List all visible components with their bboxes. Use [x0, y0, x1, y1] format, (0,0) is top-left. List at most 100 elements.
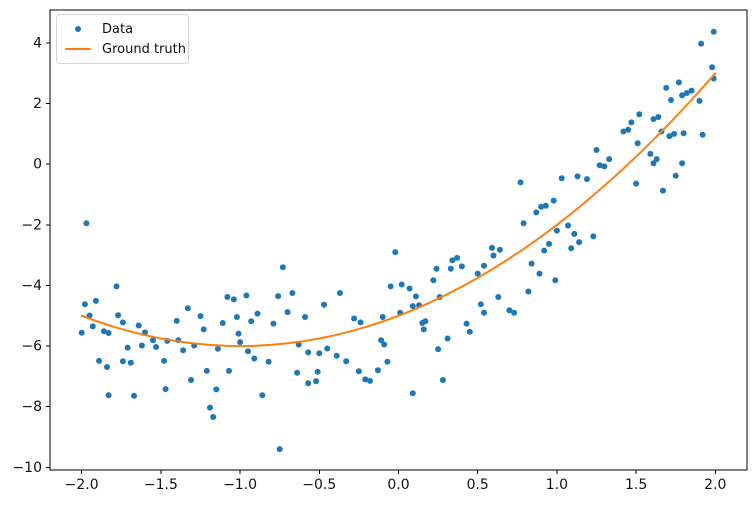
data-point: [565, 222, 571, 229]
data-point: [538, 203, 545, 210]
data-point: [188, 377, 194, 383]
data-point: [270, 320, 277, 327]
data-point: [633, 180, 640, 187]
data-point: [135, 322, 142, 329]
data-point: [316, 350, 323, 357]
data-point: [207, 404, 213, 411]
data-point: [173, 317, 180, 324]
data-point: [489, 244, 495, 251]
data-point: [696, 97, 703, 104]
data-point: [237, 339, 244, 346]
data-point: [161, 357, 168, 364]
data-point: [542, 202, 549, 209]
x-tick-label: 1.5: [625, 477, 647, 493]
data-point: [243, 292, 250, 299]
data-point: [313, 378, 320, 385]
data-point: [362, 376, 369, 383]
axes-spines: [49, 9, 748, 471]
data-point: [398, 281, 405, 288]
data-point: [92, 297, 99, 304]
data-point: [699, 131, 706, 138]
data-point: [314, 368, 321, 375]
data-point: [444, 335, 451, 342]
legend-swatch: [63, 26, 93, 32]
scatter-series: [78, 28, 717, 453]
data-point: [683, 90, 690, 96]
data-point: [660, 187, 666, 194]
data-point: [688, 87, 695, 94]
data-point: [466, 328, 473, 335]
data-point: [124, 344, 131, 351]
data-point: [406, 285, 413, 292]
data-point: [224, 294, 231, 300]
data-point: [447, 265, 454, 272]
data-point: [536, 270, 543, 277]
legend: Data Ground truth: [56, 14, 189, 64]
data-point: [525, 288, 532, 295]
data-point: [131, 392, 137, 399]
data-point: [203, 367, 210, 374]
data-point: [433, 265, 440, 272]
data-point: [533, 209, 540, 216]
data-point: [333, 352, 340, 359]
y-tick-label: 4: [33, 36, 42, 52]
data-point: [392, 249, 399, 256]
data-point: [517, 179, 524, 186]
data-point: [520, 220, 527, 227]
legend-swatch: [63, 47, 93, 51]
data-point: [150, 337, 156, 344]
data-point: [119, 319, 126, 326]
legend-label-ground-truth: Ground truth: [102, 41, 186, 57]
data-point: [558, 175, 565, 182]
x-tick-label: 0.5: [467, 477, 489, 493]
x-tick-label: 1.0: [546, 477, 568, 493]
data-point: [571, 230, 578, 237]
data-point: [100, 328, 107, 335]
data-point: [254, 310, 261, 317]
data-point: [96, 357, 103, 364]
data-point: [458, 263, 465, 270]
data-point: [379, 314, 386, 320]
y-tick-label: 0: [33, 157, 42, 173]
data-point: [422, 318, 429, 325]
data-point: [387, 283, 394, 290]
data-point: [477, 301, 484, 308]
data-point: [275, 293, 282, 300]
data-point: [197, 313, 204, 320]
x-tick-label: −2.0: [65, 477, 99, 493]
data-point: [367, 377, 373, 384]
data-point: [620, 128, 627, 135]
data-point: [655, 114, 662, 120]
scatter-marker-icon: [75, 26, 81, 32]
data-point: [200, 326, 207, 333]
data-point: [647, 150, 654, 157]
y-tick-label: −2: [21, 217, 42, 233]
data-point: [490, 252, 497, 259]
data-point: [357, 319, 364, 326]
data-point: [590, 233, 597, 240]
legend-item-ground-truth: Ground truth: [63, 40, 186, 58]
data-point: [302, 314, 308, 320]
data-point: [666, 133, 673, 140]
data-point: [574, 173, 581, 180]
data-point: [127, 359, 134, 366]
data-point: [81, 301, 88, 308]
y-tick-label: −6: [21, 339, 42, 355]
data-point: [104, 364, 110, 370]
y-tick-label: 2: [33, 96, 42, 112]
data-point: [653, 156, 660, 163]
data-point: [680, 130, 687, 137]
data-point: [294, 369, 301, 376]
data-point: [698, 40, 705, 47]
data-point: [546, 240, 552, 247]
data-point: [710, 28, 717, 35]
data-point: [650, 160, 657, 167]
data-point: [336, 290, 343, 296]
data-point: [78, 329, 85, 336]
data-point: [276, 446, 283, 453]
data-point: [430, 277, 437, 284]
data-point: [213, 386, 220, 393]
data-point: [324, 345, 331, 352]
